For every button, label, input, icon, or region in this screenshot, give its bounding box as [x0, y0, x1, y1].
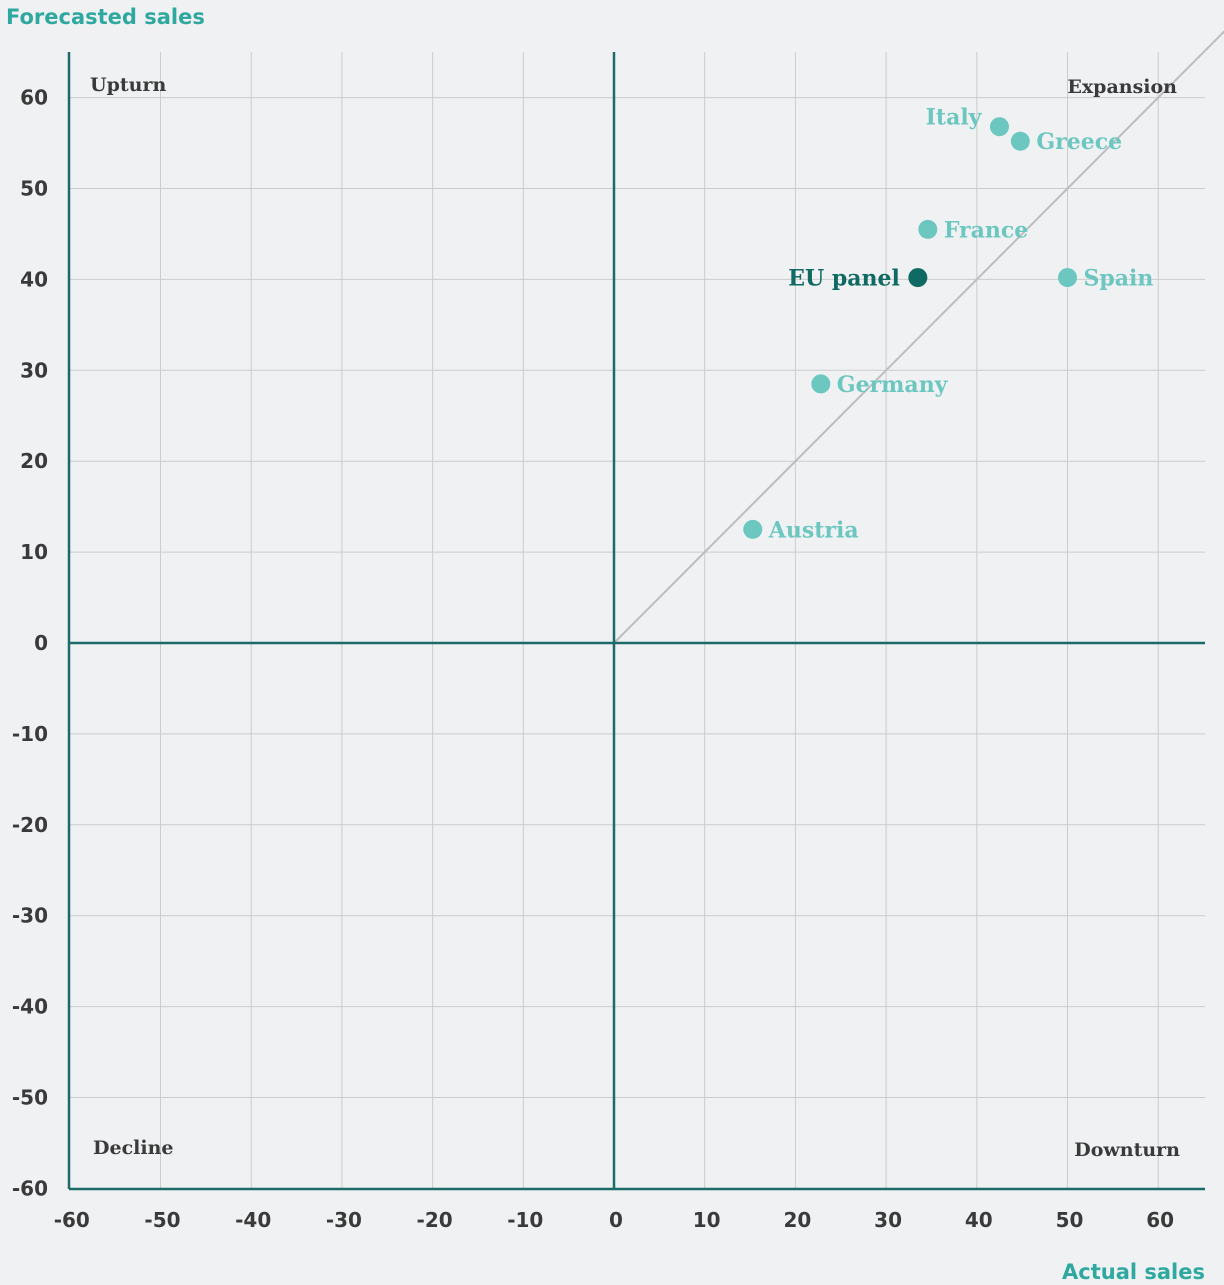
point-austria — [743, 519, 763, 539]
x-tick-label: 50 — [1056, 1208, 1084, 1232]
y-tick-label: -60 — [12, 1176, 48, 1200]
point-germany — [811, 374, 831, 394]
x-tick-label: -30 — [326, 1208, 362, 1232]
x-tick-label: 10 — [693, 1208, 721, 1232]
point-label-austria: Austria — [768, 517, 859, 543]
point-label-france: France — [944, 217, 1028, 243]
x-tick-labels: -60 -50 -40 -30 -20 -10 0 10 20 30 40 50 60 — [54, 1208, 1174, 1232]
point-france — [918, 219, 938, 239]
quadrant-label-expansion: Expansion — [1067, 76, 1177, 98]
y-tick-label: -40 — [12, 995, 48, 1019]
x-tick-label: 0 — [609, 1208, 623, 1232]
y-tick-label: -10 — [12, 722, 48, 746]
y-tick-label: 10 — [20, 540, 48, 564]
y-tick-label: -20 — [12, 813, 48, 837]
point-label-spain: Spain — [1084, 266, 1154, 292]
y-tick-label: 0 — [34, 631, 48, 655]
quadrant-label-decline: Decline — [93, 1137, 173, 1159]
y-tick-label: 60 — [20, 86, 48, 110]
point-italy — [989, 117, 1009, 137]
x-tick-label: 20 — [783, 1208, 811, 1232]
point-label-germany: Germany — [837, 372, 949, 398]
y-tick-label: 30 — [20, 358, 48, 382]
y-tick-label: -30 — [12, 904, 48, 928]
y-tick-labels: 60 50 40 30 20 10 0 -10 -20 -30 -40 -50 -60 — [12, 86, 48, 1201]
x-tick-label: -50 — [144, 1208, 180, 1232]
x-tick-label: -10 — [507, 1208, 543, 1232]
x-tick-label: 40 — [965, 1208, 993, 1232]
point-spain — [1058, 268, 1077, 288]
x-tick-label: 30 — [874, 1208, 902, 1232]
x-axis-title: Actual sales — [1062, 1260, 1205, 1284]
axes — [67, 52, 1205, 1191]
x-tick-label: -60 — [54, 1208, 90, 1232]
quadrant-label-downturn: Downturn — [1074, 1139, 1180, 1161]
data-points: Italy Greece France EU panel Spain Germany Aus… — [743, 105, 1154, 543]
point-greece — [1010, 131, 1030, 151]
reference-diagonal-line — [613, 30, 1224, 644]
point-label-greece: Greece — [1036, 129, 1122, 155]
y-tick-label: 40 — [20, 267, 48, 291]
point-eu-panel — [908, 268, 928, 288]
point-label-eu-panel: EU panel — [788, 266, 900, 292]
y-axis-title: Forecasted sales — [6, 5, 205, 29]
quadrant-label-upturn: Upturn — [90, 74, 166, 96]
y-tick-label: 20 — [20, 449, 48, 473]
x-tick-label: -20 — [417, 1208, 453, 1232]
y-tick-label: -50 — [12, 1086, 48, 1110]
x-tick-label: 60 — [1146, 1208, 1174, 1232]
quadrant-labels: Upturn Expansion Decline Downturn — [90, 74, 1180, 1161]
point-label-italy: Italy — [926, 105, 983, 131]
y-tick-label: 50 — [20, 177, 48, 201]
x-tick-label: -40 — [235, 1208, 271, 1232]
grid — [69, 52, 1205, 1189]
